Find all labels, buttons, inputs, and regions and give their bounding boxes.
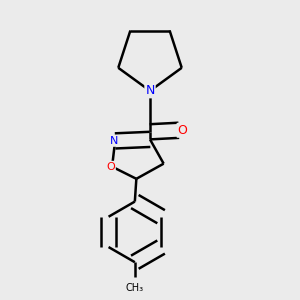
Text: O: O (106, 162, 115, 172)
Text: CH₃: CH₃ (126, 283, 144, 293)
Text: N: N (110, 136, 118, 146)
Text: N: N (145, 84, 155, 98)
Text: O: O (178, 124, 188, 137)
